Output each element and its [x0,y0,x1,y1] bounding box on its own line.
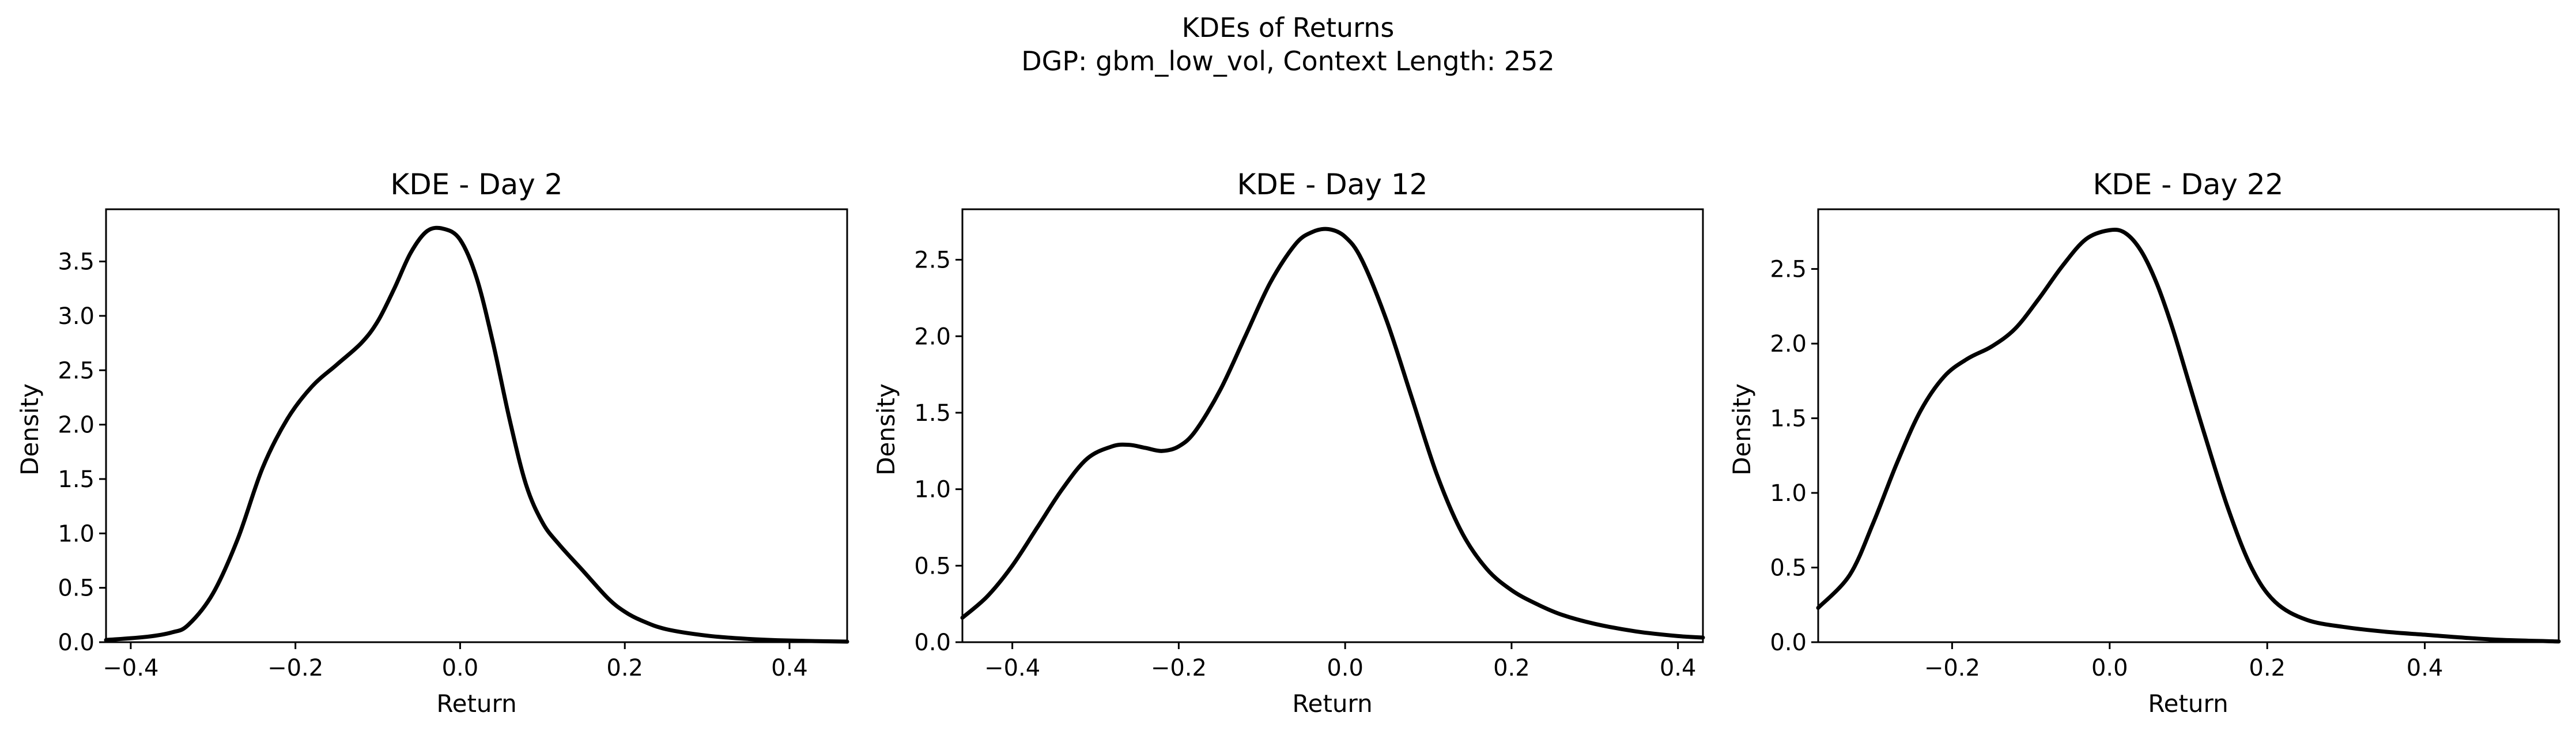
y-tick-label: 1.0 [58,521,95,547]
y-tick-label: 2.0 [1770,331,1807,357]
x-tick-label: −0.4 [103,655,158,681]
x-tick-label: 0.0 [2091,655,2128,681]
figure-suptitle-line2: DGP: gbm_low_vol, Context Length: 252 [1021,46,1554,77]
y-tick-label: 0.5 [58,575,95,602]
subplot-title: KDE - Day 22 [2093,168,2284,201]
subplot-day-2: KDE - Day 2 Return Density −0.4 −0.2 0.0 0.… [16,168,849,718]
x-tick-label: −0.4 [984,655,1040,681]
y-tick-label: 2.0 [58,412,95,439]
y-tick-label: 1.0 [914,477,951,503]
kde-curve [104,225,849,644]
y-tick-label: 0.5 [914,553,951,579]
x-tick-label: 0.2 [2249,655,2286,681]
y-axis-label: Density [1728,383,1756,476]
x-tick-label: −0.2 [1924,655,1980,681]
x-tick-label: 0.0 [442,655,479,681]
y-tick-label: 1.5 [914,400,951,427]
axis-ticks: −0.2 0.0 0.2 0.4 0.0 0.5 1.0 1.5 2.0 2.5 [1770,257,2443,681]
y-tick-label: 2.5 [58,357,95,384]
kde-curve [960,227,1705,640]
plot-area [961,208,1704,643]
x-tick-label: 0.4 [771,655,808,681]
y-tick-label: 2.0 [914,323,951,350]
x-tick-label: 0.2 [1493,655,1530,681]
x-tick-label: 0.4 [1660,655,1697,681]
figure-suptitle-line1: KDEs of Returns [1182,12,1395,43]
plot-area [105,208,848,643]
x-tick-label: 0.2 [606,655,643,681]
subplot-day-22: KDE - Day 22 Return Density −0.2 0.0 0.2 0.… [1728,168,2561,718]
plot-area [1817,208,2560,643]
y-tick-label: 0.5 [1770,555,1807,582]
y-axis-label: Density [16,383,44,476]
y-tick-label: 1.5 [1770,406,1807,432]
y-tick-label: 1.5 [58,466,95,493]
subplot-title: KDE - Day 2 [390,168,562,201]
y-tick-label: 2.5 [914,247,951,274]
kde-curve [1816,227,2561,644]
axis-ticks: −0.4 −0.2 0.0 0.2 0.4 0.0 0.5 1.0 1.5 2.0 2.5 3.0 3.… [58,249,807,681]
subplot-day-12: KDE - Day 12 Return Density −0.4 −0.2 0.0 0… [872,168,1705,718]
x-tick-label: 0.0 [1327,655,1363,681]
y-tick-label: 3.0 [58,303,95,330]
x-axis-label: Return [1292,689,1372,718]
x-tick-label: −0.2 [267,655,323,681]
subplot-title: KDE - Day 12 [1237,168,1428,201]
y-tick-label: 0.0 [914,630,951,656]
x-tick-label: 0.4 [2407,655,2443,681]
y-tick-label: 0.0 [58,630,95,656]
y-tick-label: 2.5 [1770,257,1807,283]
x-tick-label: −0.2 [1151,655,1207,681]
axis-ticks: −0.4 −0.2 0.0 0.2 0.4 0.0 0.5 1.0 1.5 2.0 2.5 [914,247,1696,681]
x-axis-label: Return [2148,689,2228,718]
y-axis-label: Density [872,383,900,476]
y-tick-label: 1.0 [1770,480,1807,507]
x-axis-label: Return [436,689,516,718]
y-tick-label: 0.0 [1770,630,1807,656]
y-tick-label: 3.5 [58,249,95,276]
